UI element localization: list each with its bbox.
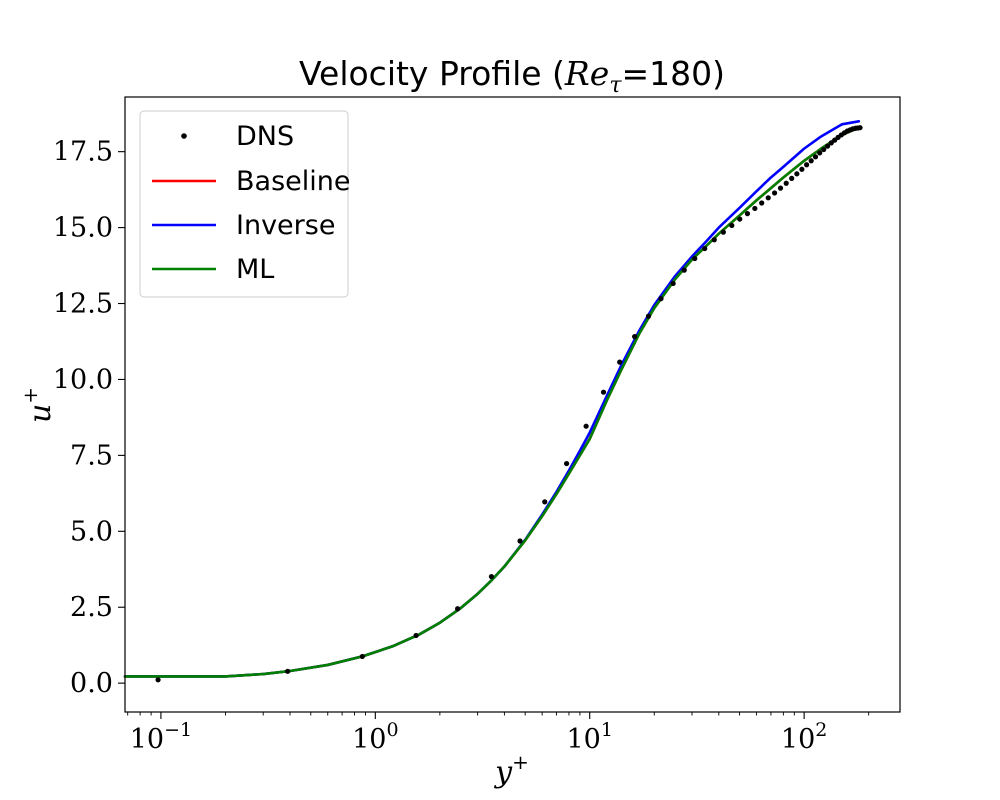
data-point-dns: [765, 195, 771, 201]
data-point-dns: [720, 229, 726, 235]
data-point-dns: [711, 237, 717, 243]
x-tick-label-base: 10: [352, 724, 386, 755]
data-point-dns: [817, 150, 823, 156]
data-point-dns: [285, 668, 291, 674]
x-axis-label-base: y: [493, 755, 513, 790]
y-tick-label: 12.5: [53, 289, 113, 320]
y-tick-label: 0.0: [70, 668, 113, 699]
y-tick-label: 15.0: [53, 213, 113, 244]
x-tick-label-base: 10: [781, 724, 815, 755]
data-point-dns: [737, 216, 743, 222]
legend-label-baseline: Baseline: [236, 166, 350, 197]
data-point-dns: [359, 653, 365, 660]
data-point-dns: [828, 140, 834, 146]
x-tick-label-exp: 1: [601, 719, 613, 741]
axes-frame: [124, 96, 901, 713]
data-point-dns: [771, 190, 778, 196]
y-tick-label: 17.5: [53, 137, 113, 168]
data-point-dns: [155, 677, 161, 683]
data-point-dns: [670, 280, 676, 287]
data-point-dns: [824, 143, 831, 149]
data-point-dns: [744, 211, 751, 217]
data-point-dns: [681, 267, 687, 273]
x-axis-ticks: 10−1 100 101 102: [127, 712, 870, 755]
data-point-dns: [563, 460, 570, 467]
data-point-dns: [821, 146, 827, 153]
y-axis-ticks: 0.0 2.5 5.0 7.5 10.0 12.5 15.0 17.5: [53, 137, 125, 699]
data-point-dns: [542, 499, 548, 505]
legend-label-dns: DNS: [236, 121, 294, 152]
data-point-dns: [752, 205, 758, 212]
data-point-dns: [692, 255, 698, 262]
data-point-dns: [702, 245, 708, 252]
x-tick-label: 102: [781, 719, 827, 755]
y-tick-label: 5.0: [70, 516, 113, 547]
data-point-dns: [799, 166, 805, 172]
series-layer: [123, 120, 863, 683]
data-point-dns: [413, 632, 419, 639]
chart-title-prefix: Velocity Profile (: [299, 54, 565, 93]
data-point-dns: [812, 154, 819, 160]
y-tick-label: 2.5: [70, 592, 113, 623]
x-tick-label: 100: [352, 719, 398, 755]
data-point-dns: [808, 158, 814, 164]
plot-area: [123, 96, 901, 713]
data-point-dns: [455, 606, 461, 612]
x-tick-label-exp: −1: [164, 719, 192, 741]
data-point-dns: [783, 180, 789, 186]
data-point-dns: [517, 538, 523, 544]
x-tick-label-exp: 0: [386, 719, 398, 741]
chart-title-re-subscript: τ: [609, 73, 622, 98]
chart-title-suffix: =180): [621, 54, 725, 93]
data-point-dns: [789, 175, 795, 181]
data-point-dns: [632, 334, 638, 340]
data-point-dns: [794, 171, 800, 177]
chart-title: Velocity Profile (Reτ=180): [299, 54, 725, 98]
data-point-dns: [804, 162, 810, 168]
chart-title-re-symbol: Re: [564, 54, 609, 93]
data-point-dns: [759, 200, 765, 206]
y-tick-label: 10.0: [53, 364, 113, 395]
x-axis-label: y+: [493, 750, 529, 790]
data-point-dns: [658, 296, 664, 302]
x-tick-label-exp: 2: [815, 719, 827, 741]
legend-box: [139, 110, 349, 298]
legend-label-ml: ML: [236, 254, 274, 285]
x-tick-label: 101: [566, 719, 612, 755]
data-point-dns: [729, 222, 735, 229]
data-point-dns: [645, 313, 652, 319]
y-tick-label: 7.5: [70, 440, 113, 471]
y-axis-label: u+: [18, 387, 58, 423]
x-axis-label-sup: +: [512, 750, 529, 774]
legend-label-inverse: Inverse: [236, 210, 335, 241]
y-axis-label-base: u: [23, 404, 58, 423]
data-point-dns: [857, 125, 863, 131]
legend: DNS Baseline Inverse ML: [139, 110, 350, 298]
data-point-dns: [600, 389, 607, 395]
x-tick-label-base: 10: [566, 724, 600, 755]
data-point-dns: [583, 423, 589, 429]
y-axis-label-sup: +: [18, 387, 42, 404]
data-point-dns: [777, 185, 784, 191]
data-point-dns: [617, 359, 623, 365]
legend-entries: DNS Baseline Inverse ML: [152, 121, 350, 285]
legend-marker-dns: [181, 133, 187, 139]
data-point-dns: [488, 573, 495, 580]
x-tick-label-base: 10: [130, 724, 164, 755]
x-tick-label: 10−1: [130, 719, 192, 755]
series-line-ml: [123, 126, 861, 678]
